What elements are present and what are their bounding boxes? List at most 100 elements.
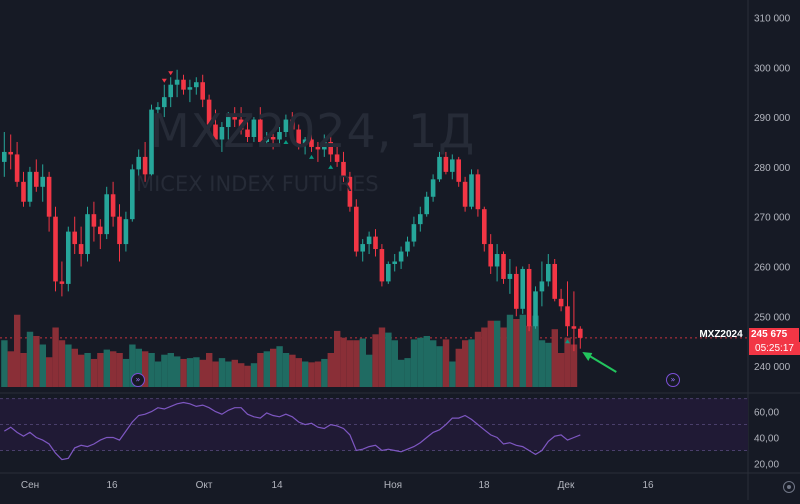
candle[interactable]	[366, 236, 372, 245]
candle[interactable]	[162, 97, 167, 108]
candle[interactable]	[565, 306, 570, 327]
candle[interactable]	[571, 326, 577, 329]
volume-bar	[366, 354, 373, 387]
candle[interactable]	[72, 231, 77, 245]
candle[interactable]	[168, 84, 173, 98]
candle[interactable]	[53, 216, 58, 282]
volume-bar	[65, 344, 72, 387]
candle[interactable]	[123, 219, 129, 245]
candle[interactable]	[558, 298, 564, 307]
candle[interactable]	[450, 159, 455, 172]
forward-arrow-circle-icon[interactable]: »	[131, 373, 145, 387]
candle[interactable]	[546, 263, 551, 282]
candle[interactable]	[341, 161, 346, 177]
candle[interactable]	[482, 209, 487, 245]
candle[interactable]	[475, 174, 481, 210]
candle[interactable]	[130, 169, 135, 220]
candle[interactable]	[110, 194, 116, 217]
candle[interactable]	[526, 268, 532, 327]
candle[interactable]	[283, 119, 289, 133]
candle[interactable]	[264, 136, 269, 142]
candle[interactable]	[66, 231, 71, 284]
candle[interactable]	[309, 139, 314, 147]
candle[interactable]	[430, 179, 436, 197]
candle[interactable]	[258, 119, 263, 142]
candle[interactable]	[379, 249, 385, 282]
candle[interactable]	[213, 124, 218, 140]
candle[interactable]	[27, 171, 33, 202]
candle[interactable]	[322, 141, 327, 150]
candle[interactable]	[8, 151, 13, 155]
candle[interactable]	[296, 129, 301, 145]
candle[interactable]	[85, 214, 90, 255]
candle[interactable]	[290, 119, 295, 130]
candle[interactable]	[334, 154, 340, 162]
candle[interactable]	[232, 117, 237, 120]
candle[interactable]	[437, 156, 442, 180]
candle[interactable]	[398, 251, 404, 262]
candle[interactable]	[552, 263, 557, 299]
candle[interactable]	[277, 132, 282, 140]
candle[interactable]	[405, 241, 410, 252]
candle[interactable]	[2, 151, 7, 162]
candle[interactable]	[462, 181, 468, 207]
candle[interactable]	[270, 136, 276, 140]
candle[interactable]	[354, 206, 359, 252]
candle[interactable]	[424, 196, 429, 215]
candle[interactable]	[302, 139, 308, 145]
candle[interactable]	[136, 156, 141, 170]
candle[interactable]	[328, 141, 333, 155]
candle[interactable]	[251, 119, 257, 137]
candle[interactable]	[181, 79, 186, 90]
candle[interactable]	[411, 224, 417, 242]
candle[interactable]	[507, 273, 513, 279]
candle[interactable]	[386, 263, 391, 282]
candle[interactable]	[91, 214, 97, 227]
candle[interactable]	[418, 214, 423, 225]
candle[interactable]	[539, 281, 545, 292]
candle[interactable]	[501, 254, 506, 279]
candle[interactable]	[142, 156, 148, 175]
candle[interactable]	[494, 254, 500, 267]
candle[interactable]	[40, 176, 45, 187]
candle[interactable]	[373, 236, 378, 250]
candle[interactable]	[14, 154, 20, 182]
candle[interactable]	[226, 117, 231, 128]
candle[interactable]	[392, 261, 397, 264]
candle[interactable]	[149, 109, 154, 175]
settings-icon[interactable]	[783, 481, 795, 493]
candle[interactable]	[155, 107, 161, 110]
candle[interactable]	[488, 244, 493, 267]
candle[interactable]	[194, 82, 199, 88]
candle[interactable]	[578, 328, 583, 338]
candle[interactable]	[315, 146, 321, 150]
candle[interactable]	[34, 171, 39, 187]
candle[interactable]	[514, 273, 519, 309]
candle[interactable]	[520, 268, 525, 309]
candle[interactable]	[245, 129, 250, 137]
candle[interactable]	[206, 99, 212, 125]
candle[interactable]	[104, 194, 109, 235]
candle[interactable]	[98, 226, 103, 235]
candle[interactable]	[443, 156, 449, 172]
candle[interactable]	[59, 281, 65, 284]
price-tick-label: 260 000	[754, 262, 791, 273]
candle[interactable]	[533, 291, 538, 327]
candle[interactable]	[360, 244, 365, 252]
candle[interactable]	[200, 82, 205, 100]
scroll-to-realtime-icon[interactable]: »	[666, 373, 680, 387]
candle[interactable]	[187, 87, 193, 90]
candle[interactable]	[347, 176, 353, 207]
candle[interactable]	[46, 176, 52, 217]
candle[interactable]	[469, 174, 474, 207]
candle[interactable]	[238, 119, 244, 130]
candle[interactable]	[174, 79, 180, 85]
candle[interactable]	[456, 159, 461, 182]
volume-bar	[193, 357, 200, 387]
candle[interactable]	[219, 127, 225, 140]
candle[interactable]	[21, 181, 26, 202]
candle[interactable]	[117, 216, 122, 245]
candle[interactable]	[78, 244, 84, 255]
